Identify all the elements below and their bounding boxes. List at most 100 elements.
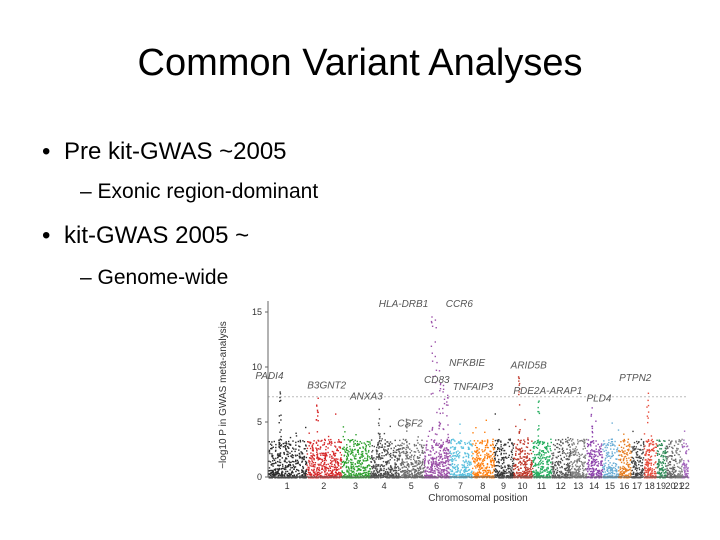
snp-point	[337, 464, 339, 466]
snp-point	[664, 450, 666, 452]
snp-point	[403, 443, 405, 445]
snp-point	[657, 464, 660, 466]
snp-point	[567, 470, 569, 472]
snp-point	[634, 448, 636, 450]
snp-point	[593, 453, 596, 456]
snp-point	[660, 462, 662, 464]
snp-point	[616, 470, 618, 472]
snp-point	[539, 452, 541, 454]
snp-point	[475, 460, 477, 462]
snp-point	[333, 452, 335, 455]
snp-point	[670, 473, 673, 475]
snp-point	[383, 448, 385, 450]
snp-point	[555, 456, 557, 458]
snp-point	[527, 477, 530, 479]
snp-point	[461, 473, 464, 475]
snp-point	[440, 455, 443, 457]
snp-point	[615, 463, 617, 465]
snp-point	[285, 441, 287, 443]
snp-point	[594, 463, 596, 465]
snp-point	[268, 441, 270, 443]
snp-point	[668, 439, 670, 442]
snp-point	[604, 459, 606, 461]
snp-point	[356, 474, 358, 477]
snp-point	[362, 450, 364, 453]
snp-point	[596, 450, 598, 453]
snp-point	[643, 444, 645, 446]
snp-point	[676, 465, 679, 468]
snp-point	[515, 446, 517, 448]
snp-point	[515, 450, 517, 453]
snp-point	[371, 473, 374, 475]
snp-point	[569, 465, 571, 467]
snp-point	[418, 462, 420, 464]
snp-point	[427, 449, 429, 451]
snp-point	[514, 474, 516, 477]
snp-point	[352, 461, 354, 464]
snp-point	[557, 474, 559, 477]
snp-point	[297, 469, 299, 471]
snp-point	[581, 476, 583, 479]
snp-point	[614, 440, 616, 443]
snp-point	[591, 477, 593, 479]
snp-point	[388, 477, 390, 479]
snp-point	[524, 465, 527, 467]
snp-point	[351, 471, 353, 473]
snp-point	[424, 457, 426, 460]
snp-point	[383, 469, 385, 472]
snp-point	[595, 420, 597, 422]
snp-point	[659, 440, 661, 442]
snp-point	[346, 444, 348, 446]
snp-point	[279, 464, 281, 466]
snp-point	[308, 461, 310, 463]
snp-point	[284, 446, 286, 448]
snp-point	[523, 443, 525, 445]
snp-point	[333, 459, 335, 461]
snp-point	[658, 444, 660, 446]
snp-point	[598, 476, 600, 479]
snp-point	[664, 468, 666, 470]
snp-point	[314, 464, 316, 466]
snp-point	[638, 467, 640, 469]
snp-point	[377, 444, 379, 447]
snp-point	[506, 457, 508, 459]
snp-point	[401, 448, 403, 450]
snp-point	[438, 469, 440, 472]
snp-point	[349, 473, 351, 475]
snp-point	[635, 475, 638, 477]
snp-point	[567, 441, 569, 444]
snp-point	[359, 447, 361, 449]
snp-point	[459, 451, 461, 454]
snp-point	[339, 458, 342, 460]
snp-point	[564, 477, 566, 479]
snp-point	[542, 450, 545, 452]
snp-point	[294, 450, 296, 453]
snp-point	[284, 442, 286, 444]
snp-point	[355, 455, 357, 457]
snp-point	[406, 451, 409, 454]
snp-point	[450, 464, 452, 467]
snp-point	[433, 441, 435, 443]
snp-point	[272, 465, 274, 467]
snp-point	[435, 456, 438, 459]
snp-point	[394, 451, 396, 453]
snp-point	[505, 469, 508, 471]
snp-point	[576, 459, 578, 461]
snp-point	[558, 448, 561, 450]
snp-point	[495, 444, 497, 447]
snp-point	[577, 439, 579, 441]
snp-point	[278, 461, 281, 463]
snp-point	[365, 452, 367, 455]
snp-point	[367, 444, 370, 446]
snp-point	[407, 447, 409, 449]
snp-point	[405, 438, 407, 441]
snp-point	[658, 464, 660, 466]
snp-point	[505, 456, 507, 458]
snp-point	[605, 449, 607, 452]
snp-point	[648, 443, 651, 445]
snp-point	[466, 462, 469, 464]
snp-point	[641, 464, 644, 467]
snp-point	[398, 459, 400, 461]
snp-point	[483, 459, 486, 462]
snp-point	[357, 467, 359, 470]
